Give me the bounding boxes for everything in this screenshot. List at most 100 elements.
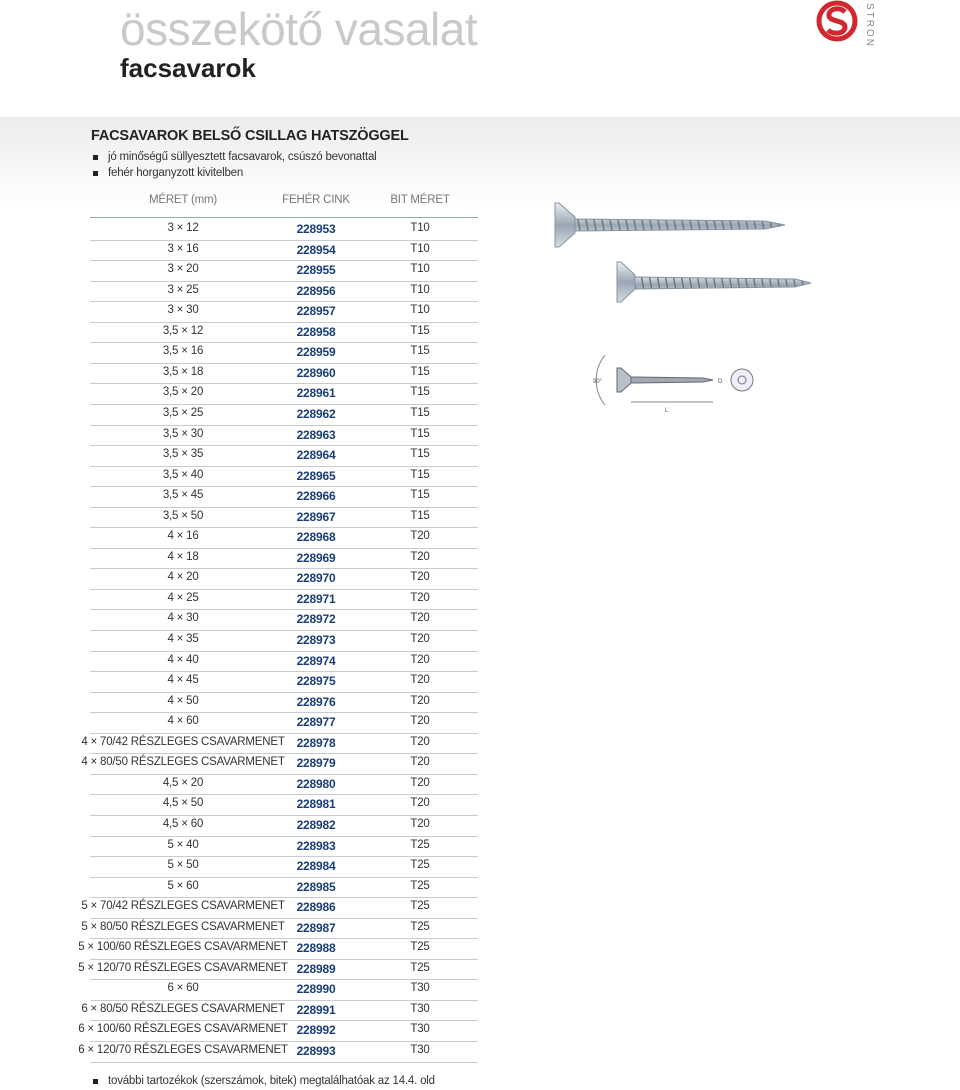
code-cell: 228974 bbox=[296, 653, 336, 668]
size-cell: 4 × 60 bbox=[167, 715, 199, 728]
code-cell: 228989 bbox=[296, 961, 336, 976]
size-cell: 5 × 100/60 RÉSZLEGES CSAVARMENET bbox=[78, 941, 288, 954]
size-cell: 3,5 × 25 bbox=[162, 406, 204, 419]
angle-arc bbox=[595, 354, 606, 406]
drawing-shank bbox=[630, 376, 714, 384]
screw-shank bbox=[634, 276, 812, 290]
code-cell: 228991 bbox=[296, 1002, 336, 1017]
code-cell: 228966 bbox=[296, 489, 336, 504]
size-cell: 5 × 120/70 RÉSZLEGES CSAVARMENET bbox=[78, 961, 288, 974]
footer-note: további tartozékok (szerszámok, bitek) m… bbox=[93, 1075, 435, 1087]
code-cell: 228959 bbox=[296, 345, 336, 360]
row-rule bbox=[90, 917, 478, 919]
code-cell: 228969 bbox=[296, 550, 336, 565]
bit-cell: T15 bbox=[410, 324, 430, 337]
bit-cell: T15 bbox=[410, 427, 430, 440]
row-rule bbox=[90, 1061, 478, 1063]
row-rule bbox=[90, 958, 478, 960]
screw-shank bbox=[574, 218, 786, 232]
size-cell: 3,5 × 30 bbox=[162, 427, 204, 440]
size-cell: 3,5 × 45 bbox=[162, 489, 204, 502]
row-rule bbox=[90, 588, 478, 590]
code-cell: 228957 bbox=[296, 304, 336, 319]
code-cell: 228964 bbox=[296, 448, 336, 463]
row-rule bbox=[90, 835, 478, 837]
row-rule bbox=[90, 321, 478, 323]
size-cell: 5 × 40 bbox=[167, 838, 199, 851]
row-rule bbox=[90, 568, 478, 570]
row-rule bbox=[90, 301, 478, 303]
code-cell: 228982 bbox=[296, 817, 336, 832]
row-rule bbox=[90, 897, 478, 899]
title: összekötő vasalat bbox=[120, 3, 478, 55]
code-cell: 228958 bbox=[296, 324, 336, 339]
bit-cell: T25 bbox=[410, 838, 430, 851]
row-rule bbox=[90, 1020, 478, 1022]
bit-cell: T15 bbox=[410, 489, 430, 502]
row-rule bbox=[90, 876, 478, 878]
size-cell: 4 × 25 bbox=[167, 591, 199, 604]
logo-text: STRONG bbox=[864, 3, 875, 48]
code-cell: 228955 bbox=[296, 263, 336, 278]
bit-cell: T20 bbox=[410, 530, 430, 543]
bullet: jó minőségű süllyesztett facsavarok, csú… bbox=[93, 151, 377, 163]
row-rule bbox=[90, 280, 478, 282]
bit-cell: T20 bbox=[410, 612, 430, 625]
bullet: fehér horganyzott kivitelben bbox=[92, 167, 244, 179]
code-cell: 228981 bbox=[296, 797, 336, 812]
row-rule bbox=[90, 773, 478, 775]
row-rule bbox=[90, 383, 478, 385]
size-cell: 4 × 80/50 RÉSZLEGES CSAVARMENET bbox=[81, 756, 285, 769]
logo-s bbox=[826, 6, 848, 36]
bit-cell: T25 bbox=[410, 879, 430, 892]
row-rule bbox=[90, 630, 478, 631]
row-rule bbox=[90, 362, 478, 364]
code-cell: 228985 bbox=[296, 879, 336, 894]
bit-cell: T15 bbox=[410, 386, 430, 399]
bit-cell: T20 bbox=[410, 735, 430, 748]
section-heading: FACSAVAROK BELSŐ CSILLAG HATSZÖGGEL bbox=[91, 128, 409, 144]
bit-cell: T30 bbox=[410, 982, 430, 995]
header-band bbox=[0, 117, 960, 207]
screw-head bbox=[554, 202, 576, 248]
size-cell: 4 × 35 bbox=[167, 633, 199, 645]
code-cell: 228979 bbox=[296, 756, 336, 771]
bit-cell: T15 bbox=[410, 345, 430, 358]
code-cell: 228971 bbox=[296, 591, 336, 606]
row-rule bbox=[90, 650, 478, 652]
bit-cell: T20 bbox=[410, 571, 430, 584]
header-rule bbox=[90, 217, 478, 218]
bit-cell: T20 bbox=[410, 653, 430, 666]
size-cell: 4 × 20 bbox=[167, 571, 199, 584]
size-cell: 3,5 × 50 bbox=[162, 509, 204, 522]
row-rule bbox=[90, 527, 478, 529]
row-rule bbox=[90, 794, 478, 796]
size-cell: 3,5 × 18 bbox=[162, 365, 204, 378]
code-cell: 228967 bbox=[296, 509, 336, 524]
logo-ring bbox=[816, 0, 858, 42]
size-cell: 5 × 70/42 RÉSZLEGES CSAVARMENET bbox=[81, 900, 285, 913]
code-cell: 228988 bbox=[296, 941, 336, 956]
size-cell: 5 × 60 bbox=[167, 879, 199, 892]
size-cell: 6 × 100/60 RÉSZLEGES CSAVARMENET bbox=[78, 1023, 288, 1036]
bit-cell: T15 bbox=[410, 365, 430, 378]
code-cell: 228961 bbox=[296, 386, 336, 401]
code-cell: 228980 bbox=[296, 776, 336, 791]
size-cell: 4 × 50 bbox=[167, 694, 199, 707]
size-cell: 6 × 60 bbox=[167, 982, 199, 995]
size-cell: 3,5 × 16 bbox=[162, 345, 204, 358]
row-rule bbox=[90, 609, 478, 611]
row-rule bbox=[90, 424, 478, 426]
bit-cell: T20 bbox=[410, 674, 430, 687]
bit-cell: T25 bbox=[410, 941, 430, 954]
size-cell: 3 × 25 bbox=[167, 283, 199, 296]
column-header: MÉRET (mm) bbox=[148, 194, 218, 206]
bit-cell: T20 bbox=[410, 797, 430, 810]
size-cell: 3 × 12 bbox=[167, 222, 199, 234]
bit-cell: T15 bbox=[410, 448, 430, 461]
row-rule bbox=[90, 260, 478, 262]
code-cell: 228986 bbox=[296, 900, 336, 915]
code-cell: 228976 bbox=[296, 694, 336, 709]
code-cell: 228953 bbox=[296, 222, 336, 236]
size-cell: 4,5 × 50 bbox=[162, 797, 204, 810]
